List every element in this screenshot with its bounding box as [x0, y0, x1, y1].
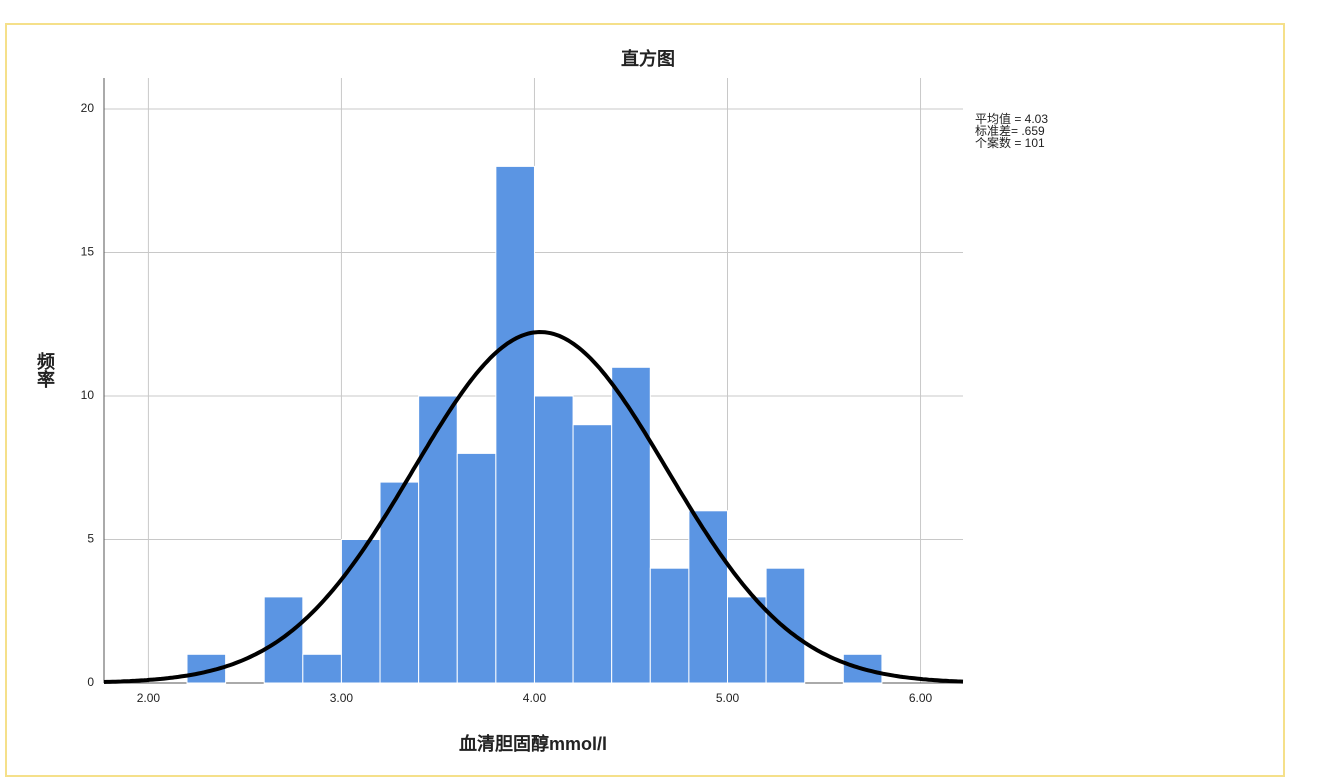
bar [302, 653, 342, 684]
x-tick-label: 4.00 [523, 691, 547, 705]
bar [726, 596, 767, 684]
x-tick-label: 6.00 [909, 691, 933, 705]
bar [495, 165, 535, 684]
bar [533, 395, 574, 684]
bar [611, 366, 651, 684]
y-tick-label: 10 [81, 388, 95, 402]
x-tick-label: 3.00 [330, 691, 354, 705]
bar [456, 452, 497, 684]
normal-curve [103, 329, 964, 684]
y-tick-label: 5 [87, 532, 94, 546]
y-tick-label: 20 [81, 101, 95, 115]
y-tick-label: 0 [87, 675, 94, 689]
stat-label: 个案数 = 101 [975, 135, 1045, 150]
chart-title: 直方图 [621, 48, 675, 69]
stat-label: 平均值 = 4.03 [975, 111, 1048, 126]
bar [649, 567, 690, 684]
bar [263, 596, 304, 684]
x-tick-label: 2.00 [137, 691, 161, 705]
bar [340, 538, 381, 684]
x-tick-label: 5.00 [716, 691, 740, 705]
bar [418, 395, 458, 684]
x-axis-label: 血清胆固醇mmol/l [459, 733, 607, 754]
bar [572, 424, 613, 684]
y-axis-label: 频率 [35, 351, 55, 389]
y-tick-label: 15 [81, 245, 95, 259]
stat-label: 标准差= .659 [975, 124, 1045, 138]
